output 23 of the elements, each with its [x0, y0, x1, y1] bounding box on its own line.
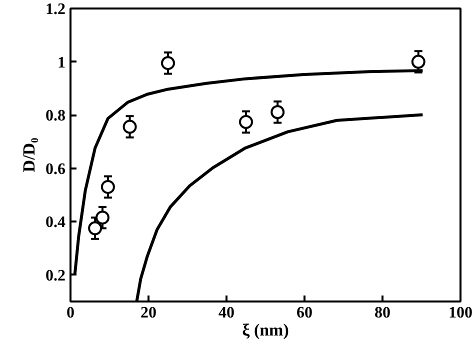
y-tick-label: 0.2: [46, 267, 66, 284]
x-tick-label: 40: [218, 304, 234, 322]
x-tick-label: 20: [140, 304, 156, 322]
y-tick-label: 1: [58, 54, 66, 72]
point: [239, 114, 253, 129]
line-series: [135, 113, 424, 302]
point: [411, 54, 426, 69]
y-tick-label: 0.4: [46, 214, 66, 232]
y-tick-label: 0.8: [46, 108, 66, 125]
x-tick-label: 0: [66, 304, 74, 322]
x-tick-label: 100: [448, 304, 472, 322]
point: [100, 180, 115, 194]
point: [88, 221, 102, 236]
y-tick-label: 1.2: [46, 1, 66, 18]
point: [95, 210, 110, 225]
point: [270, 105, 285, 120]
x-axis-title: ξ (nm): [242, 320, 289, 340]
y-tick-label: 0.6: [46, 160, 66, 178]
y-axis-title: D/D₀: [20, 138, 38, 172]
point: [122, 120, 137, 134]
x-tick-label: 60: [296, 304, 312, 322]
point: [161, 56, 175, 70]
x-tick-label: 80: [374, 304, 390, 322]
